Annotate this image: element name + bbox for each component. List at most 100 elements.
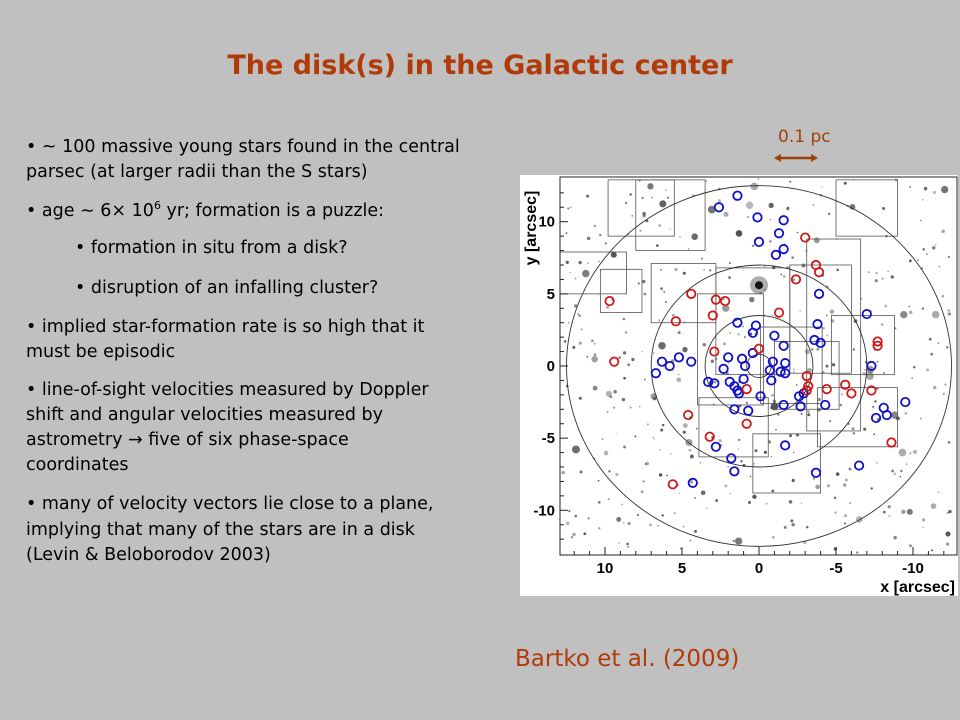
background-star bbox=[941, 229, 945, 234]
background-star bbox=[667, 196, 670, 199]
background-star bbox=[796, 231, 799, 234]
blue-star-marker bbox=[738, 373, 749, 385]
x-tick-label: -10 bbox=[902, 560, 924, 577]
background-star bbox=[593, 224, 597, 228]
y-tick-label: -10 bbox=[533, 502, 555, 519]
background-star bbox=[816, 347, 820, 351]
blue-star-marker bbox=[753, 236, 765, 248]
background-star bbox=[913, 449, 917, 454]
background-star bbox=[771, 265, 776, 270]
background-star bbox=[753, 462, 755, 465]
background-star bbox=[945, 531, 951, 537]
bullet-velocities-line1: • line-of-sight velocities measured by D… bbox=[26, 380, 429, 400]
background-star bbox=[800, 502, 803, 504]
background-star bbox=[679, 492, 681, 494]
background-star bbox=[702, 343, 707, 347]
background-star bbox=[908, 259, 912, 263]
background-star bbox=[747, 500, 752, 505]
field-rectangle bbox=[806, 238, 862, 432]
blue-star-marker bbox=[766, 375, 777, 386]
background-star bbox=[729, 492, 731, 495]
background-star bbox=[705, 179, 708, 182]
background-star bbox=[749, 296, 755, 303]
background-star bbox=[682, 525, 685, 528]
background-star bbox=[689, 539, 692, 542]
background-star bbox=[561, 470, 565, 475]
blue-star-marker bbox=[743, 405, 754, 416]
blue-star-marker bbox=[703, 376, 714, 387]
background-star bbox=[718, 439, 722, 443]
background-star bbox=[605, 390, 612, 397]
background-star bbox=[578, 314, 581, 318]
background-star bbox=[578, 396, 582, 400]
background-star bbox=[571, 445, 580, 454]
background-star bbox=[867, 271, 870, 274]
background-star bbox=[608, 470, 611, 473]
background-star bbox=[574, 514, 577, 518]
background-star bbox=[603, 450, 609, 456]
background-star bbox=[763, 450, 767, 454]
background-star bbox=[578, 341, 582, 345]
background-star bbox=[623, 445, 627, 449]
background-star bbox=[745, 201, 754, 209]
background-star bbox=[656, 244, 659, 247]
background-star bbox=[922, 199, 924, 201]
background-star bbox=[930, 549, 934, 552]
background-star bbox=[693, 529, 698, 533]
background-star bbox=[694, 496, 697, 500]
background-star bbox=[653, 438, 656, 440]
background-star bbox=[642, 279, 646, 284]
background-star bbox=[582, 269, 590, 278]
background-star bbox=[728, 362, 730, 364]
age-suffix: yr; formation is a puzzle: bbox=[160, 201, 385, 221]
x-tick-label: 5 bbox=[678, 560, 686, 577]
background-star bbox=[652, 437, 654, 439]
background-star bbox=[933, 385, 937, 390]
background-star bbox=[615, 472, 619, 477]
background-star bbox=[876, 462, 878, 464]
blue-star-marker bbox=[726, 453, 737, 464]
red-star-marker bbox=[846, 388, 857, 399]
background-star bbox=[682, 271, 686, 275]
background-star bbox=[917, 259, 920, 262]
background-star bbox=[770, 455, 773, 458]
background-star bbox=[641, 196, 644, 200]
galactic-center-figure: 10 5 0 -5 -10 10 5 0 -5 -10 x [arcsec] y [arcsec] bbox=[520, 175, 958, 596]
background-star bbox=[593, 342, 596, 345]
background-star bbox=[624, 331, 628, 334]
age-six: 6 bbox=[94, 201, 112, 221]
background-star bbox=[618, 356, 622, 360]
background-star bbox=[651, 196, 653, 199]
red-star-marker bbox=[872, 340, 883, 351]
background-star bbox=[642, 480, 645, 483]
background-star bbox=[643, 292, 647, 296]
background-star bbox=[642, 211, 646, 216]
background-star bbox=[898, 448, 907, 457]
background-star bbox=[772, 314, 774, 317]
background-star bbox=[806, 525, 809, 529]
background-star bbox=[573, 304, 578, 308]
background-star bbox=[793, 371, 795, 374]
bullet-sfr-line2: must be episodic bbox=[26, 342, 176, 362]
background-star bbox=[947, 312, 951, 316]
red-star-marker bbox=[670, 316, 681, 327]
blue-star-marker bbox=[673, 352, 685, 363]
background-star bbox=[909, 310, 913, 315]
background-star bbox=[601, 438, 604, 440]
red-star-marker bbox=[821, 383, 832, 395]
background-star bbox=[569, 272, 571, 274]
background-star bbox=[613, 406, 616, 409]
background-star bbox=[826, 334, 829, 337]
background-star bbox=[930, 352, 934, 356]
background-star bbox=[876, 360, 879, 363]
background-star bbox=[937, 342, 940, 344]
background-star bbox=[786, 207, 790, 211]
background-star bbox=[695, 427, 698, 430]
red-star-marker bbox=[790, 274, 802, 285]
blue-star-marker bbox=[775, 366, 786, 377]
background-star bbox=[880, 323, 884, 326]
background-star bbox=[627, 545, 630, 548]
background-star bbox=[591, 355, 598, 363]
background-star bbox=[765, 502, 768, 505]
background-star bbox=[586, 236, 591, 241]
